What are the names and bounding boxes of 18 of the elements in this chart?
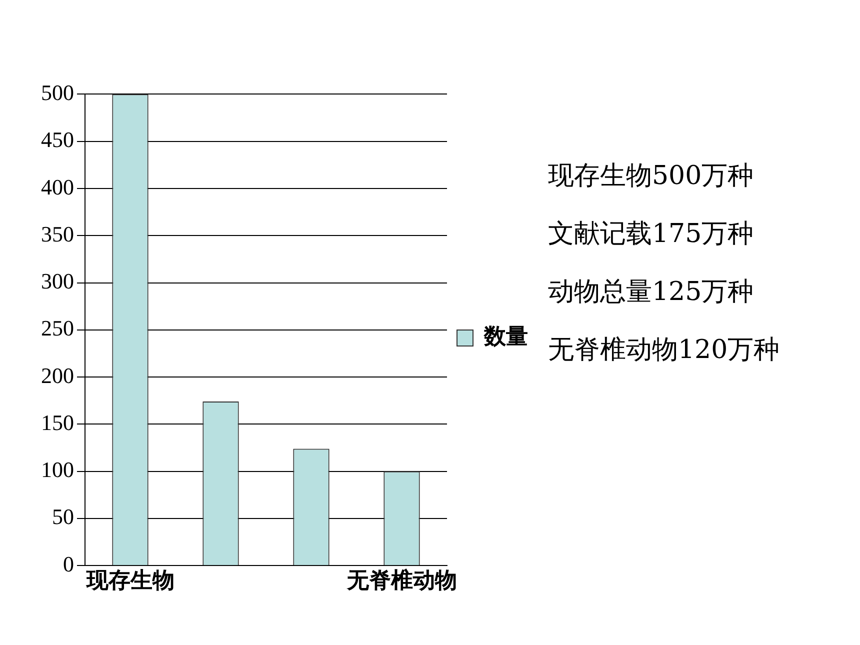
x-tick-label: 现存生物 xyxy=(85,568,174,594)
y-tick-label: 500 xyxy=(41,80,74,105)
y-tick-label: 350 xyxy=(41,221,74,246)
y-tick-label: 300 xyxy=(41,268,74,294)
y-tick-label: 0 xyxy=(63,551,74,576)
text: 无脊椎动物120万种 xyxy=(548,334,780,367)
y-tick-label: 150 xyxy=(41,410,74,435)
x-tick-label: 无脊椎动物 xyxy=(346,568,457,594)
text: 文献记载175万种 xyxy=(548,218,755,251)
y-tick-label: 100 xyxy=(41,457,74,482)
legend-label: 数量 xyxy=(483,324,528,350)
y-tick-label: 250 xyxy=(41,316,74,341)
y-tick-label: 400 xyxy=(41,174,74,200)
y-tick-label: 450 xyxy=(41,127,74,152)
y-tick-label: 200 xyxy=(41,362,74,388)
y-tick-label: 50 xyxy=(52,504,74,530)
text: 现存生物500万种 xyxy=(548,160,755,193)
text: 动物总量125万种 xyxy=(548,276,755,309)
